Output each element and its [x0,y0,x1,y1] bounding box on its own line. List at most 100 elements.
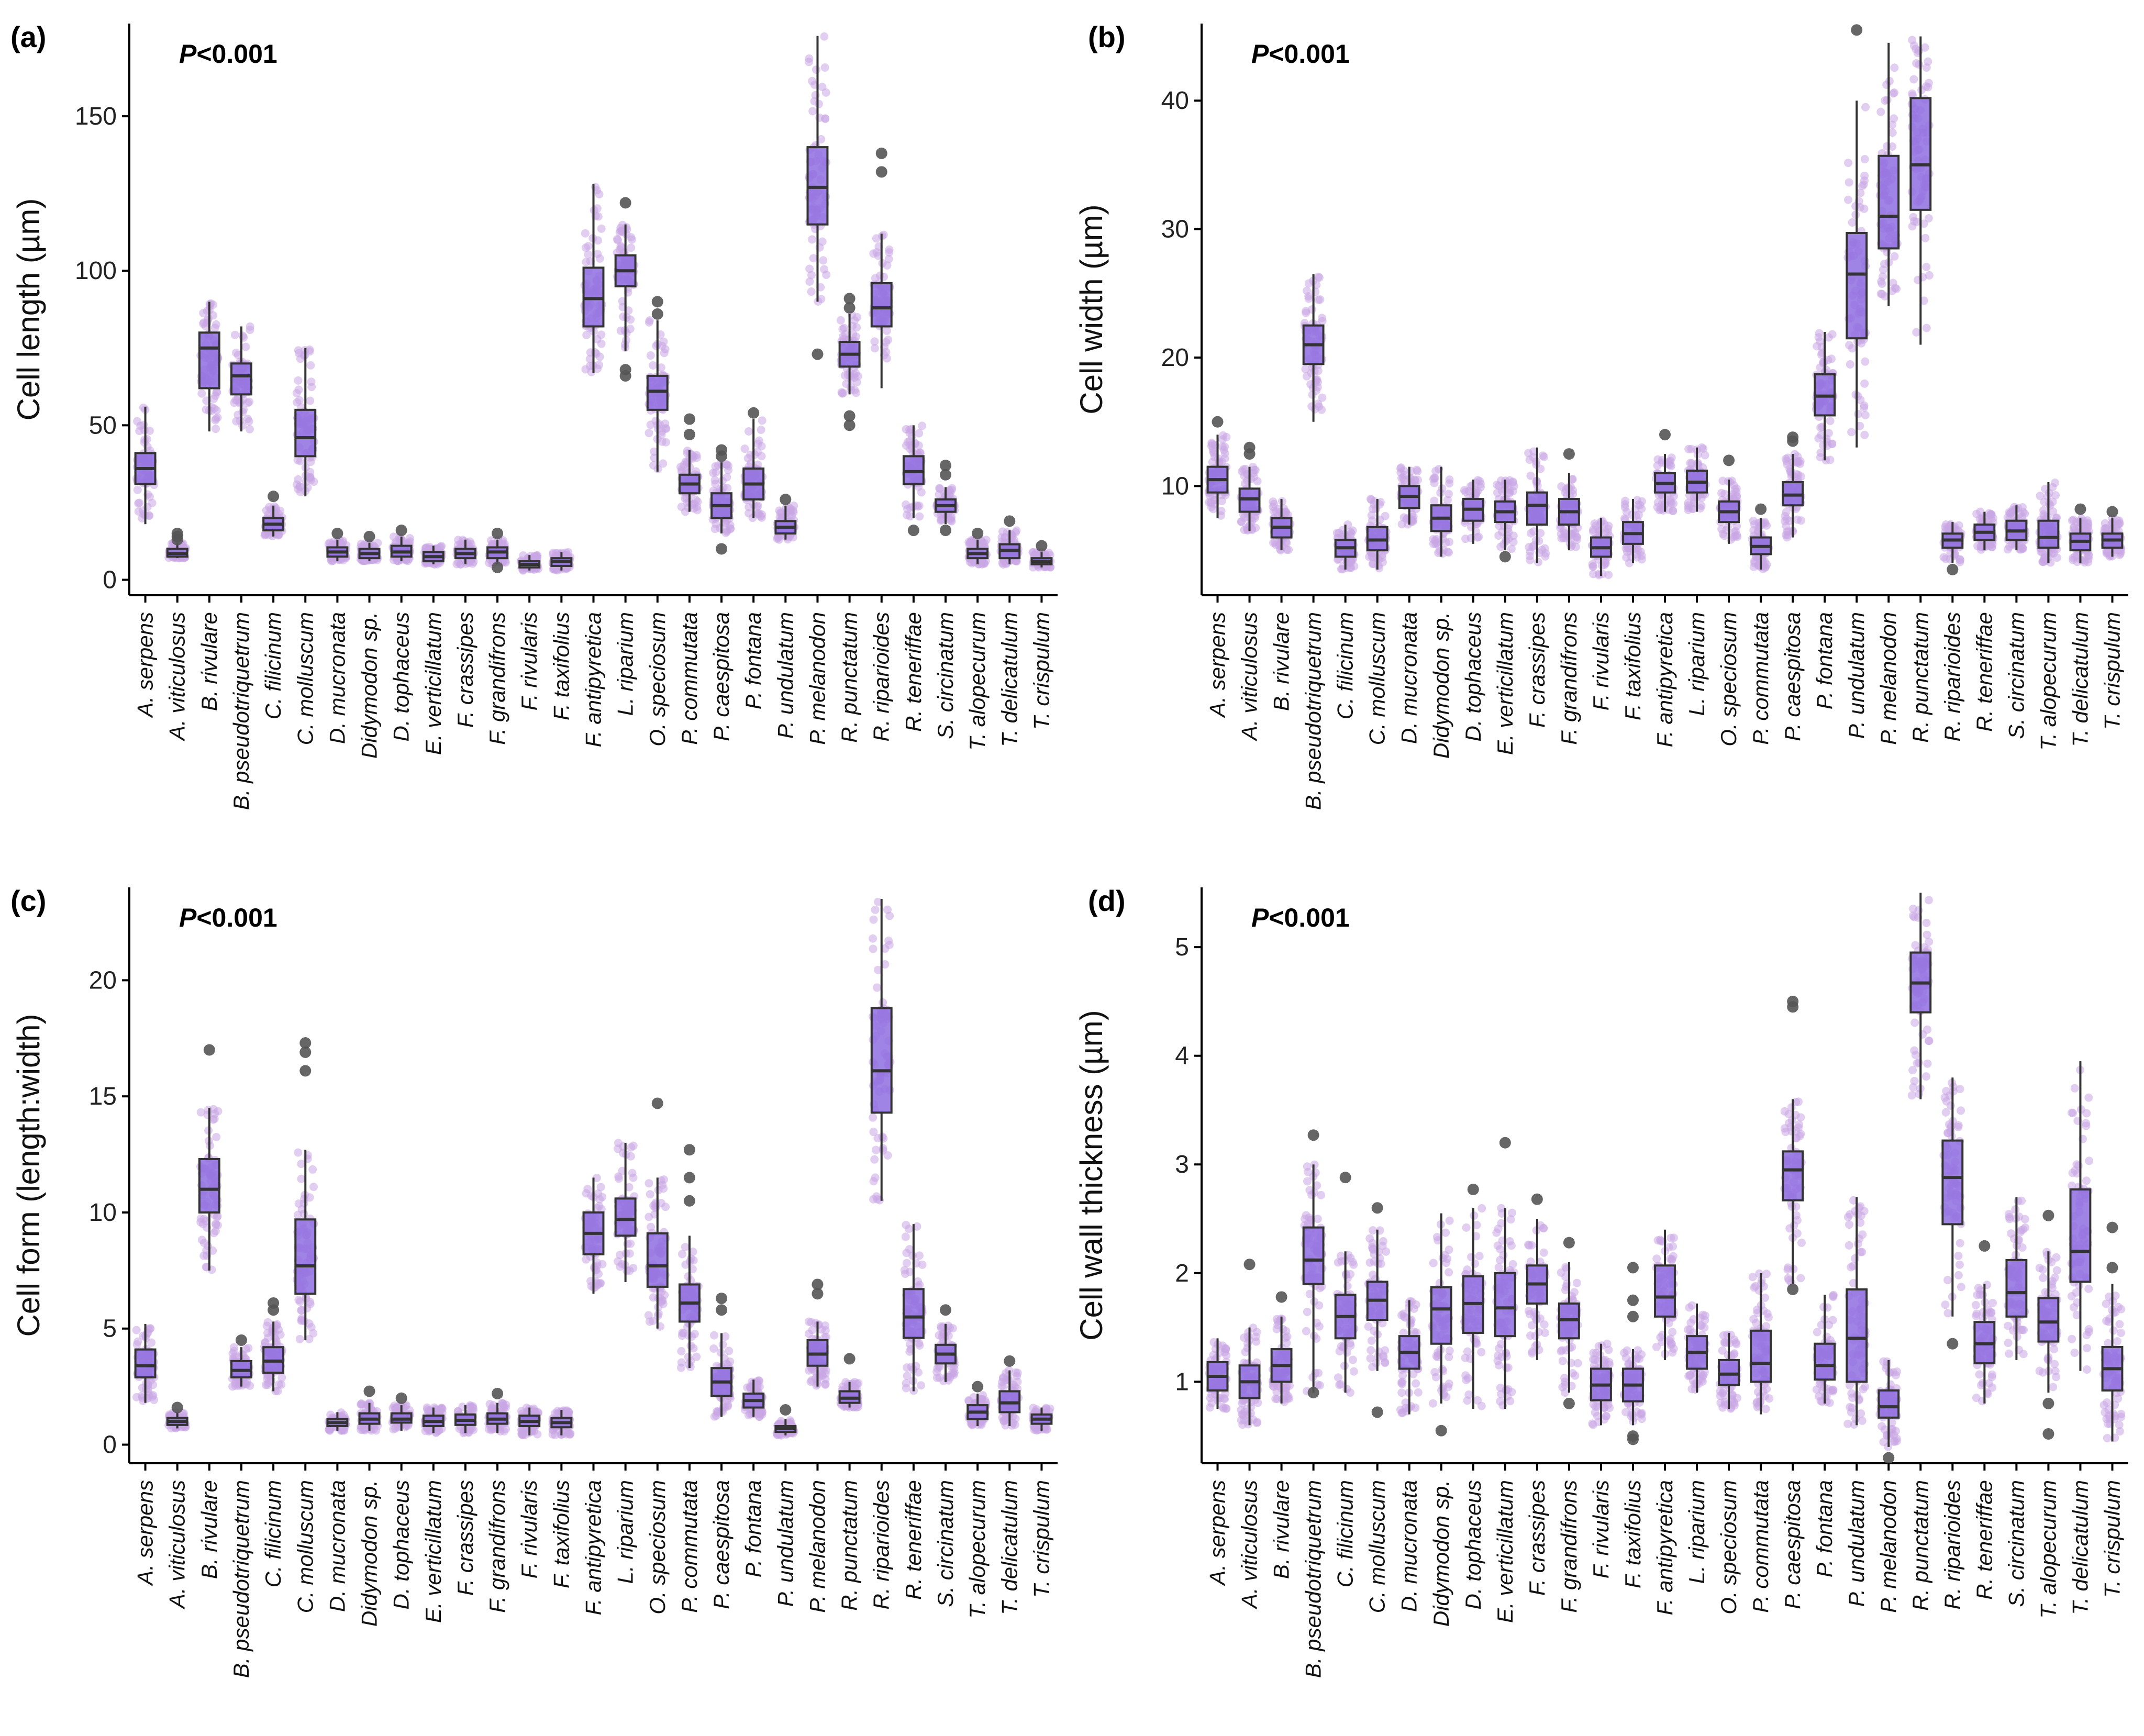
data-point [1381,511,1390,520]
box-c-filicinum [1332,520,1359,574]
data-point [2040,512,2049,521]
data-point [306,361,315,370]
x-tick-label: P. fontana [1812,612,1837,709]
data-point [519,551,528,560]
data-point [884,336,893,344]
x-tick-label: T. crispulum [2099,612,2124,730]
x-tick-label: P. commutata [677,612,702,745]
x-tick-label: A. serpens [133,1480,158,1587]
data-point [2068,516,2076,525]
data-point [1239,465,1248,474]
outlier-point [1787,431,1799,443]
p-value-label: P<0.001 [179,39,277,69]
outlier-point [1563,448,1575,460]
data-point [212,1132,221,1141]
data-point [211,391,220,400]
data-point [818,83,827,92]
data-point [660,349,669,358]
y-tick-label: 50 [89,411,117,439]
data-point [935,484,944,493]
outlier-point [972,527,984,539]
data-point [1848,218,1857,227]
y-tick-label: 20 [1161,344,1189,372]
data-point [1847,428,1856,437]
data-point [196,1214,205,1223]
data-point [1410,475,1419,484]
data-point [1819,441,1828,450]
data-point [805,277,814,286]
outlier-point [1755,503,1767,515]
data-point [1526,555,1535,564]
data-point [1541,552,1550,561]
data-point [918,421,927,430]
data-point [852,323,861,332]
box-didymodon-sp [1429,465,1454,558]
box-c-molluscum [292,345,318,497]
box-e-verticillatum [420,542,446,569]
data-point [1889,89,1898,98]
data-point [1925,271,1934,280]
x-tick-label: P. undulatum [1844,612,1869,739]
data-point [1222,432,1231,441]
data-point [293,456,302,465]
data-point [758,416,766,425]
data-point [1854,409,1863,418]
data-point [1507,544,1516,553]
data-point [1272,540,1281,549]
x-tick-label: P. fontana [741,612,765,709]
data-point [1861,357,1870,366]
x-tick-label: O. speciosum [1716,612,1741,747]
data-point [902,425,910,433]
outlier-point [716,543,728,555]
outlier-point [619,197,631,209]
data-point [1508,478,1517,487]
data-point [597,224,606,233]
data-point [1845,178,1853,187]
data-point [1509,531,1518,540]
x-tick-label: T. alopecurum [965,612,990,751]
data-point [2051,491,2060,500]
data-point [309,477,318,486]
outlier-point [1499,551,1511,563]
data-point [1445,479,1454,488]
data-point [1240,526,1249,535]
x-tick-label: T. delicatulum [2068,612,2092,747]
data-point [457,560,465,569]
outlier-point [235,1334,247,1346]
box-r-teneriffae [902,421,927,537]
box-p-caespitosa [1781,431,1806,542]
box-iqr [198,331,220,390]
outlier-point [395,525,407,537]
data-point [819,256,828,265]
data-point [294,385,303,394]
box-l-riparium [613,197,639,382]
data-point [1860,171,1869,180]
box-a-serpens [1204,416,1231,520]
data-point [626,315,635,324]
box-r-punctatum [1907,36,1934,345]
x-tick-label: D. tophaceus [389,612,414,742]
data-point [246,425,254,433]
box-s-circinatum [2003,503,2030,554]
outlier-point [492,527,504,539]
data-point [1620,500,1629,509]
outlier-point [683,429,695,441]
data-point [1566,530,1575,539]
data-point [915,512,924,521]
data-point [1347,529,1356,538]
x-tick-label: R. teneriffae [1972,612,1996,732]
data-point [1922,262,1931,271]
data-point [1307,305,1316,314]
x-tick-label: B. pseudotriquetrum [1301,612,1326,810]
data-point [246,326,254,335]
data-point [1822,365,1831,374]
data-point [807,287,816,296]
data-point [1750,520,1759,529]
x-tick-label: F. crassipes [1525,612,1549,728]
data-point [1908,36,1917,44]
data-point [661,438,670,447]
y-axis-title: Cell form (length:width) [11,1014,46,1337]
box-iqr [1846,231,1868,340]
data-point [758,510,766,519]
